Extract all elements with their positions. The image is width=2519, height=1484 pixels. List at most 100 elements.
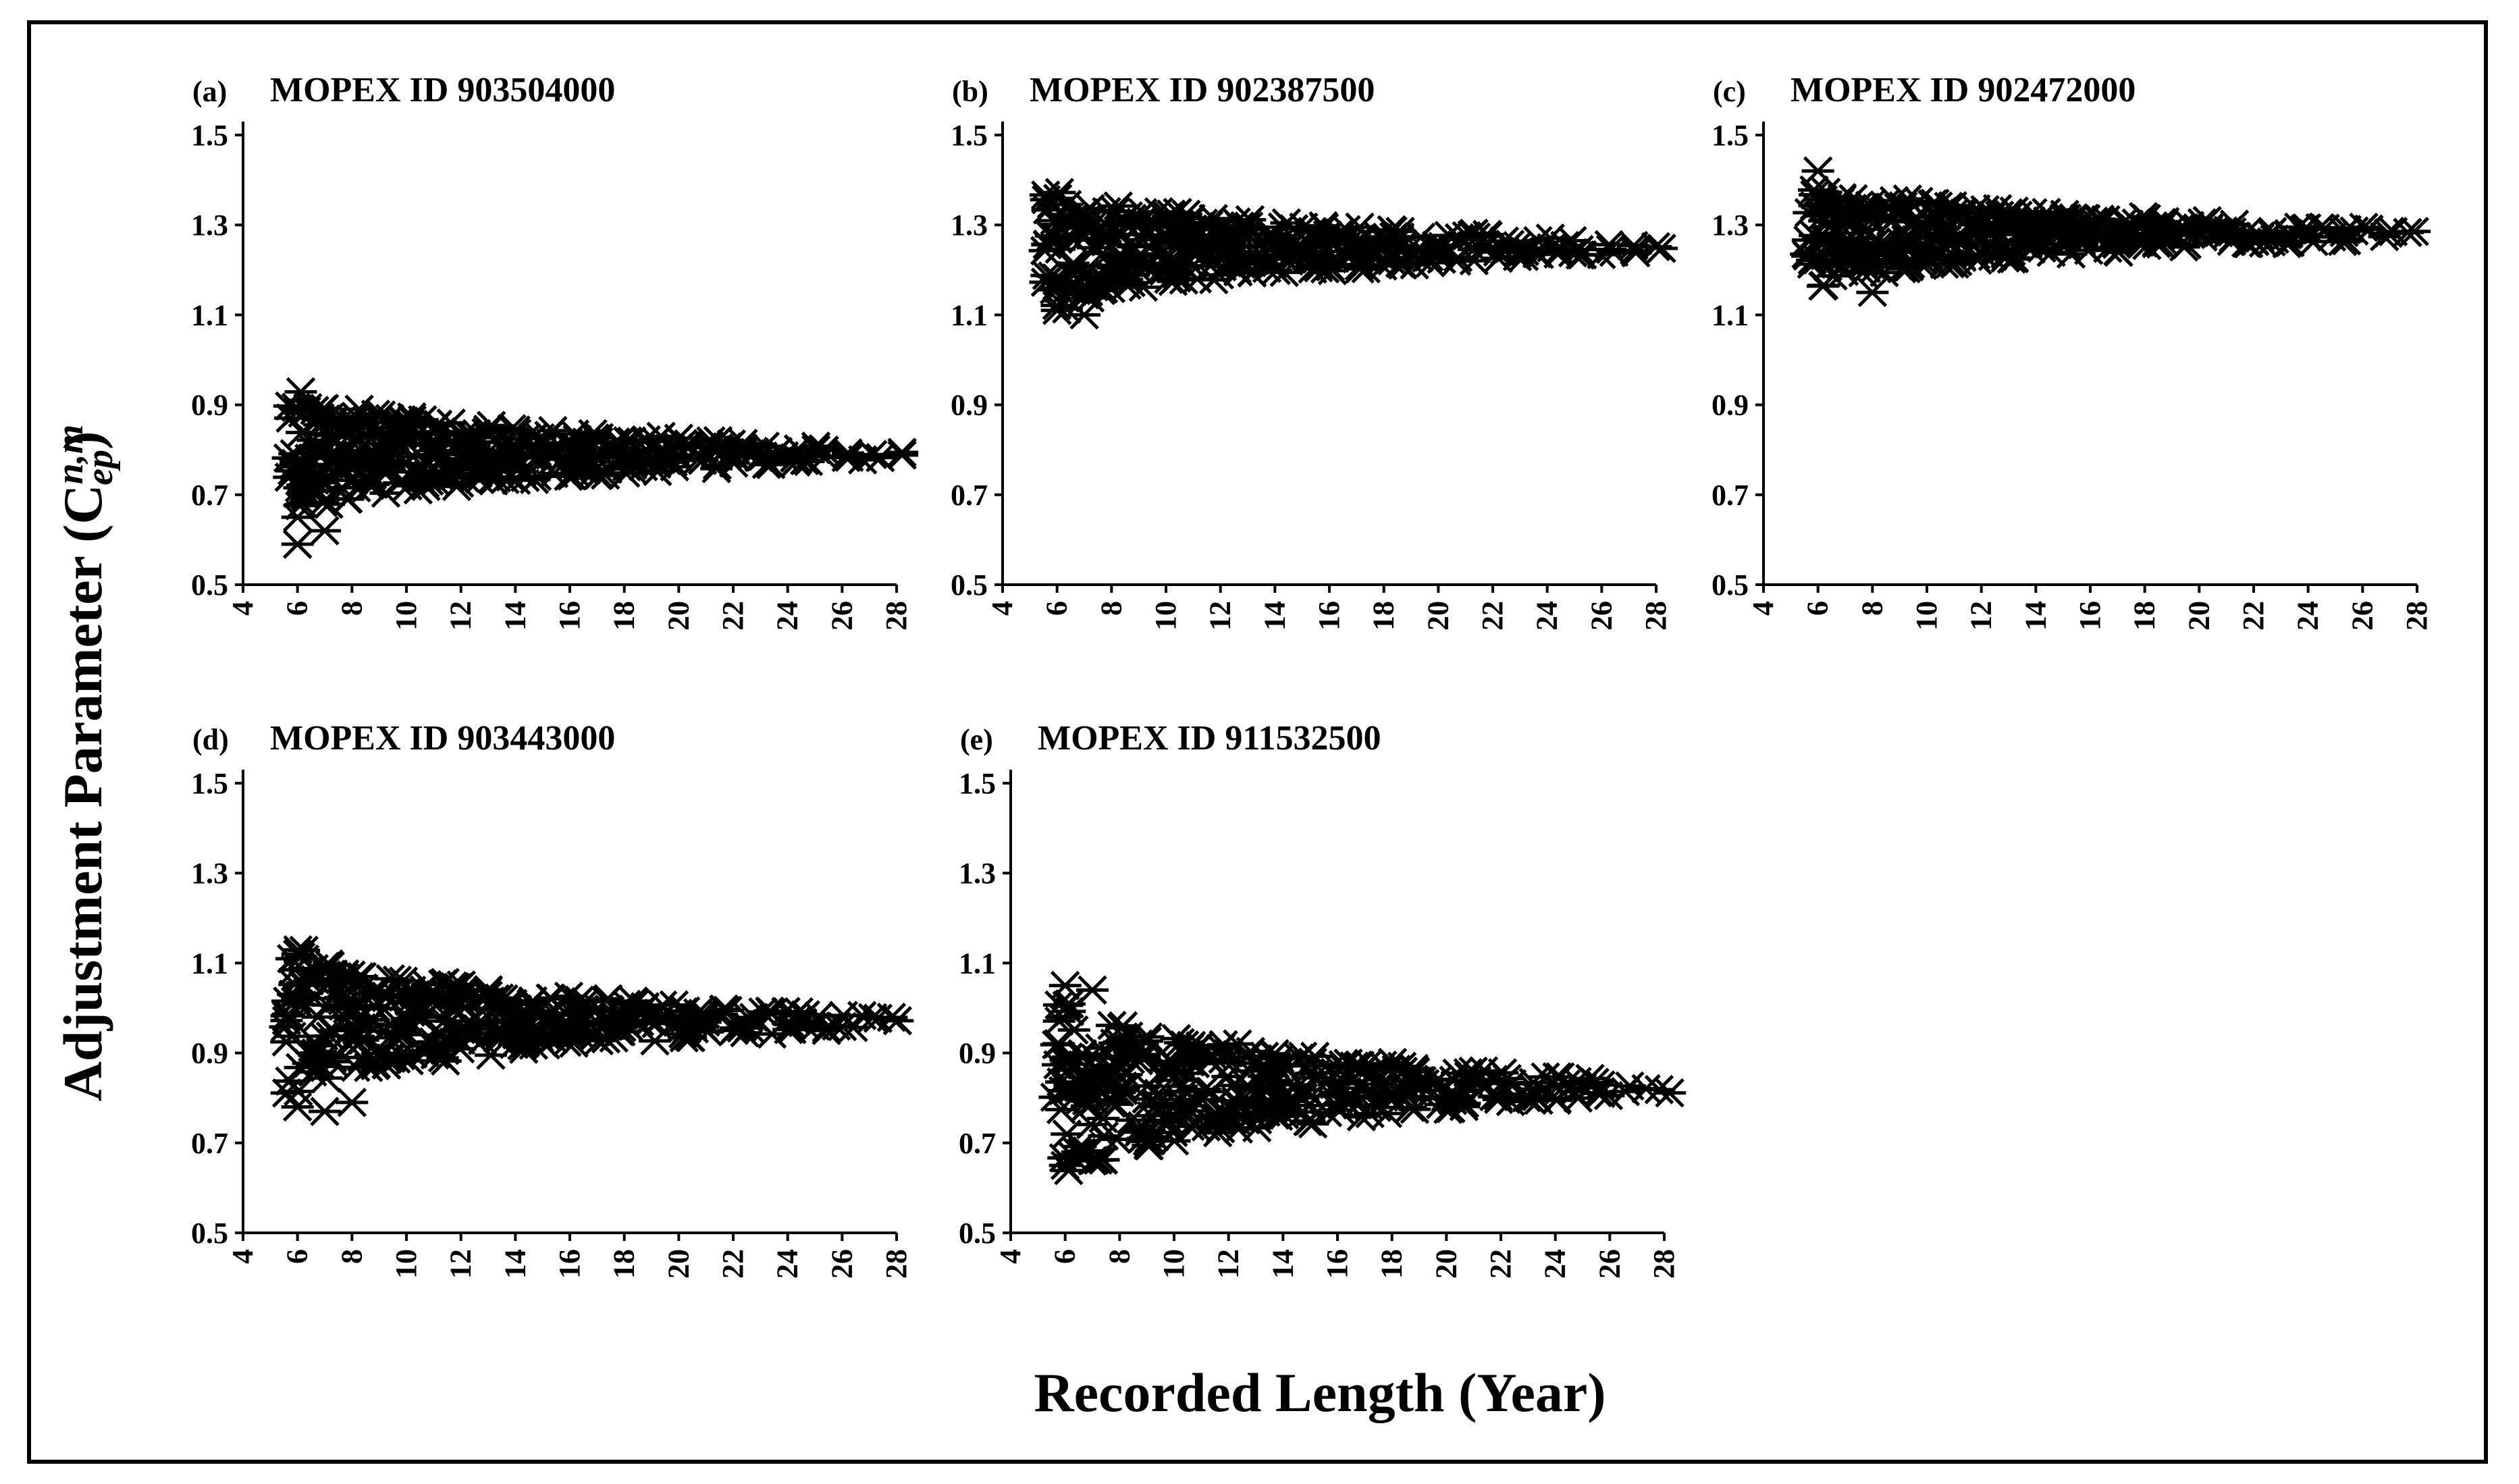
data-point-marker xyxy=(1982,237,2015,267)
panel-c: (c) MOPEX ID 902472000 0.5 0.7 0.9 1.1 1.3 1.5 4… xyxy=(1712,71,2433,631)
y-tick-label: 0.5 xyxy=(951,568,988,602)
panel-title: MOPEX ID 903443000 xyxy=(270,719,615,758)
y-tick-label: 1.3 xyxy=(1712,209,1749,242)
data-point-marker xyxy=(460,461,493,491)
data-point-marker xyxy=(517,423,550,452)
data-point-marker xyxy=(886,440,919,470)
y-axis-title-main: Adjustment Parameter (C xyxy=(52,484,113,1101)
y-tick-label: 1.3 xyxy=(191,209,228,242)
data-point-marker xyxy=(1132,1022,1165,1052)
data-point-marker xyxy=(1049,1150,1082,1180)
data-point-marker xyxy=(313,489,346,519)
y-tick-label: 0.5 xyxy=(191,568,228,602)
x-tick-label: 26 xyxy=(1593,1249,1626,1279)
y-tick-label: 1.5 xyxy=(191,767,228,800)
data-point-marker xyxy=(336,1088,369,1117)
data-point-marker xyxy=(788,446,821,475)
x-tick-label: 8 xyxy=(1103,1249,1136,1264)
y-tick-label: 0.9 xyxy=(1712,389,1749,422)
data-point-marker xyxy=(1643,1075,1676,1105)
x-tick-label: 18 xyxy=(1367,601,1400,631)
x-tick-label: 4 xyxy=(226,1249,259,1264)
y-tick-label: 1.3 xyxy=(959,857,996,890)
x-tick-label: 10 xyxy=(1157,1249,1190,1279)
figure-frame xyxy=(27,20,2488,1464)
data-point-marker xyxy=(300,432,334,462)
data-point-marker xyxy=(518,465,551,494)
y-tick-label: 1.1 xyxy=(951,298,988,332)
data-point-marker xyxy=(1226,215,1259,245)
y-tick-label: 0.7 xyxy=(191,479,228,512)
data-point-marker xyxy=(1256,1091,1290,1121)
y-tick-label: 1.5 xyxy=(951,119,988,152)
data-point-marker xyxy=(780,1006,813,1036)
data-point-marker xyxy=(2144,213,2177,244)
y-tick-label: 0.5 xyxy=(959,1217,996,1250)
y-axis-title-sup: n,m xyxy=(49,425,91,485)
data-point-marker xyxy=(1175,1090,1209,1121)
x-tick-label: 10 xyxy=(1149,601,1182,631)
x-tick-label: 26 xyxy=(2345,601,2379,631)
y-tick-label: 1.1 xyxy=(191,298,228,332)
data-point-marker xyxy=(1095,1010,1128,1040)
data-point-marker xyxy=(325,473,359,503)
x-tick-label: 12 xyxy=(1204,601,1237,631)
data-point-marker xyxy=(1274,231,1307,261)
x-tick-label: 28 xyxy=(2400,601,2433,631)
data-point-marker xyxy=(846,445,879,475)
data-point-marker xyxy=(1955,230,1988,260)
data-point-marker xyxy=(2398,216,2431,246)
y-tick-label: 0.5 xyxy=(191,1217,228,1250)
panel-title: MOPEX ID 903504000 xyxy=(270,71,615,109)
data-point-marker xyxy=(1225,249,1258,279)
x-tick-label: 22 xyxy=(1476,601,1509,631)
x-tick-label: 28 xyxy=(880,601,913,631)
data-point-marker xyxy=(327,404,360,434)
data-point-marker xyxy=(270,1001,303,1031)
data-point-marker xyxy=(1057,209,1090,238)
x-tick-label: 18 xyxy=(1375,1249,1408,1279)
x-tick-label: 16 xyxy=(553,601,586,631)
x-tick-label: 8 xyxy=(335,601,368,616)
x-tick-label: 14 xyxy=(498,601,531,631)
y-tick-label: 0.5 xyxy=(1712,568,1749,602)
data-point-marker xyxy=(678,1014,711,1044)
x-tick-label: 22 xyxy=(1484,1249,1517,1279)
x-tick-label: 26 xyxy=(825,1249,858,1279)
data-point-marker xyxy=(1585,1078,1618,1109)
x-tick-label: 20 xyxy=(662,1249,695,1279)
x-tick-label: 14 xyxy=(2019,601,2052,631)
x-tick-label: 12 xyxy=(444,601,477,631)
x-axis-title: Recorded Length (Year) xyxy=(1034,1362,1606,1423)
y-tick-label: 0.9 xyxy=(951,389,988,422)
data-point-marker xyxy=(1058,203,1091,232)
data-point-marker xyxy=(711,432,744,462)
data-point-marker xyxy=(1120,253,1153,283)
data-point-marker xyxy=(1298,1063,1331,1093)
data-point-marker xyxy=(281,939,314,969)
x-tick-label: 8 xyxy=(335,1249,368,1264)
data-point-marker xyxy=(1900,203,1933,232)
data-point-marker xyxy=(881,1006,914,1036)
x-tick-label: 14 xyxy=(1266,1249,1299,1279)
data-point-marker xyxy=(2256,217,2289,246)
y-axis-title-sub: ep xyxy=(79,450,121,485)
x-tick-label: 6 xyxy=(281,1249,314,1264)
panel-title: MOPEX ID 902387500 xyxy=(1030,71,1375,109)
x-tick-label: 14 xyxy=(1258,601,1291,631)
data-point-marker xyxy=(1468,234,1501,263)
data-point-marker xyxy=(682,444,715,474)
x-tick-label: 20 xyxy=(2182,601,2215,631)
data-point-marker xyxy=(383,1019,417,1049)
data-point-marker xyxy=(433,428,466,458)
x-tick-label: 12 xyxy=(1965,601,1998,631)
y-tick-label: 1.5 xyxy=(1712,119,1749,152)
data-point-marker xyxy=(1801,156,1834,186)
panel-e: (e) MOPEX ID 911532500 0.5 0.7 0.9 1.1 1.3 1.5 4… xyxy=(959,719,1687,1279)
x-tick-label: 24 xyxy=(771,601,804,631)
x-tick-label: 22 xyxy=(716,601,749,631)
y-tick-label: 1.5 xyxy=(191,119,228,152)
x-tick-label: 10 xyxy=(1910,601,1943,631)
x-tick-label: 16 xyxy=(1321,1249,1354,1279)
data-point-marker xyxy=(281,502,314,532)
